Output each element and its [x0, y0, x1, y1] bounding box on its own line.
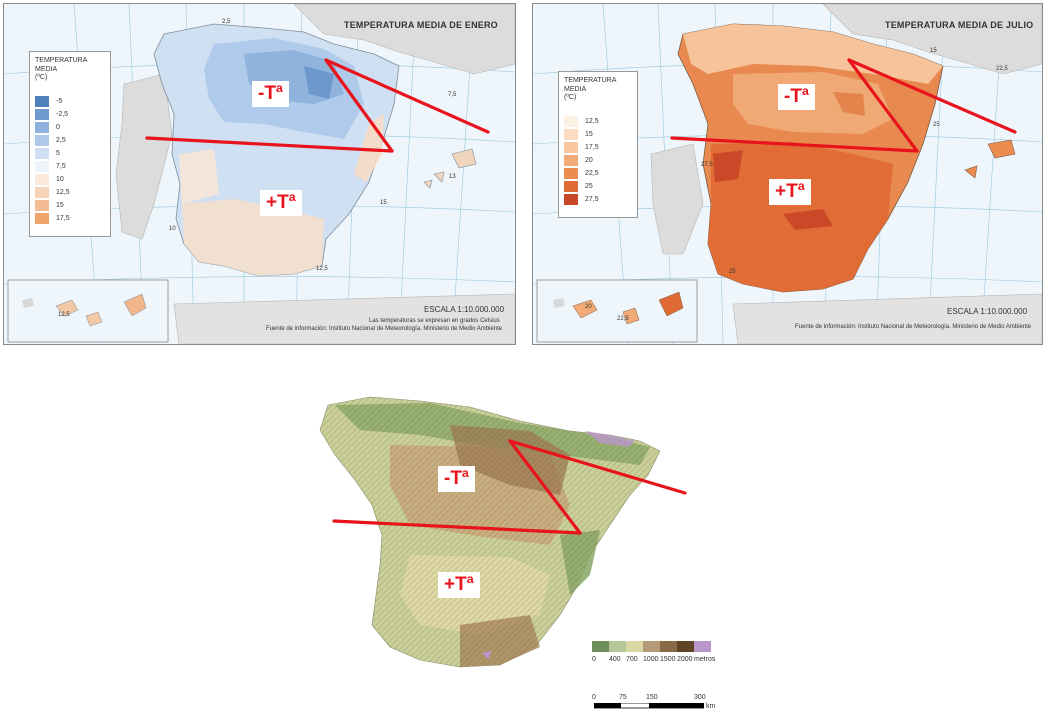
elevation-label: 700 [626, 656, 638, 663]
isotherm-label: 12,5 [58, 312, 70, 318]
warm-zone-label: +Tª [769, 179, 811, 205]
elevation-label: metros [694, 656, 716, 663]
legend-swatch [35, 213, 49, 224]
legend-swatch [564, 116, 578, 127]
legend-label: 15 [56, 202, 64, 209]
legend-label: -5 [56, 98, 63, 105]
july-scale: ESCALA 1:10.000.000 [947, 307, 1028, 316]
elevation-swatch [609, 641, 626, 652]
legend-swatch [35, 174, 49, 185]
elevation-label: 1500 [660, 656, 676, 663]
january-footer-note: Las temperaturas se expresan en grados C… [369, 318, 500, 324]
isotherm-label: 15 [930, 48, 937, 54]
legend-swatch [35, 200, 49, 211]
isotherm-label: 7,5 [448, 92, 457, 98]
july-temperature-map: TEMPERATURA MEDIA DE JULIO TEMPERATURA M… [532, 3, 1043, 345]
january-map-title: TEMPERATURA MEDIA DE ENERO [344, 20, 498, 30]
legend-label: 25 [585, 183, 593, 190]
isotherm-label: 12,5 [316, 266, 328, 272]
cold-zone-label: -Tª [778, 84, 815, 110]
legend-swatch [35, 109, 49, 120]
cold-zone-label: -Tª [438, 466, 475, 492]
legend-label: 27,5 [585, 196, 599, 203]
january-map-graphic [4, 4, 515, 344]
isotherm-label: 13 [449, 174, 456, 180]
legend-label: 12,5 [585, 118, 599, 125]
legend-label: 0 [56, 124, 60, 131]
legend-swatch [35, 161, 49, 172]
legend-swatch [35, 122, 49, 133]
january-scale: ESCALA 1:10.000.000 [424, 305, 505, 314]
legend-swatch [35, 148, 49, 159]
scale-bar-unit: km [706, 703, 716, 710]
legend-label: 5 [56, 150, 60, 157]
legend-swatch [35, 135, 49, 146]
isotherm-label: 22,5 [617, 316, 629, 322]
scale-bar [594, 703, 704, 709]
july-map-title: TEMPERATURA MEDIA DE JULIO [885, 20, 1034, 30]
legend-label: 12,5 [56, 189, 70, 196]
isotherm-label: 27,5 [701, 162, 713, 168]
legend-unit: (ºC) [35, 74, 48, 81]
legend-swatch [564, 194, 578, 205]
isotherm-label: 20 [585, 304, 592, 310]
elevation-label: 0 [592, 656, 596, 663]
scale-bar-labels: 0 75 150 300 km [592, 694, 722, 710]
legend-label: 2,5 [56, 137, 66, 144]
isotherm-label: 2,5 [222, 19, 231, 25]
scale-bar-label: 75 [619, 694, 627, 701]
legend-title: TEMPERATURA MEDIA [35, 57, 87, 73]
isotherm-label: 25 [933, 122, 940, 128]
legend-label: 20 [585, 157, 593, 164]
relief-map [319, 396, 687, 668]
scale-bar-label: 0 [592, 694, 596, 701]
legend-swatch [564, 129, 578, 140]
elevation-swatch [626, 641, 643, 652]
warm-zone-label: +Tª [438, 572, 480, 598]
july-map-graphic [533, 4, 1042, 344]
legend-unit: (ºC) [564, 94, 577, 101]
elevation-swatch [643, 641, 660, 652]
legend-label: 17,5 [56, 215, 70, 222]
elevation-swatch [660, 641, 677, 652]
legend-swatch [35, 96, 49, 107]
scale-bar-label: 150 [646, 694, 658, 701]
isotherm-label: 15 [380, 200, 387, 206]
elevation-label: 400 [609, 656, 621, 663]
january-temperature-map: TEMPERATURA MEDIA DE ENERO TEMPERATURA M… [3, 3, 516, 345]
january-footer-source: Fuente de información: Instituto Naciona… [266, 326, 503, 332]
legend-label: 22,5 [585, 170, 599, 177]
isotherm-label: 22,5 [996, 66, 1008, 72]
warm-zone-label: +Tª [260, 190, 302, 216]
legend-swatch [564, 142, 578, 153]
legend-label: 7,5 [56, 163, 66, 170]
july-footer-source: Fuente de información: Instituto Naciona… [795, 324, 1032, 330]
legend-swatch [564, 155, 578, 166]
elevation-swatch [592, 641, 609, 652]
elevation-swatch [677, 641, 694, 652]
elevation-swatch [694, 641, 711, 652]
legend-swatch [564, 181, 578, 192]
january-legend: TEMPERATURA MEDIA (ºC) -5 -2,5 0 2,5 5 7,5 10 1… [29, 51, 111, 237]
legend-title: TEMPERATURA MEDIA [564, 77, 616, 93]
legend-label: -2,5 [56, 111, 69, 118]
legend-swatch [564, 168, 578, 179]
isotherm-label: 25 [729, 269, 736, 275]
legend-label: 10 [56, 176, 64, 183]
scale-bar-label: 300 [694, 694, 706, 701]
legend-label: 15 [585, 131, 593, 138]
cold-zone-label: -Tª [252, 81, 289, 107]
isotherm-label: 10 [169, 226, 176, 232]
legend-label: 17,5 [585, 144, 599, 151]
legend-swatch [35, 187, 49, 198]
july-legend: TEMPERATURA MEDIA (ºC) 12,5 15 17,5 20 22,5 2… [558, 71, 638, 218]
elevation-label: 1000 [643, 656, 659, 663]
elevation-label: 2000 [677, 656, 693, 663]
